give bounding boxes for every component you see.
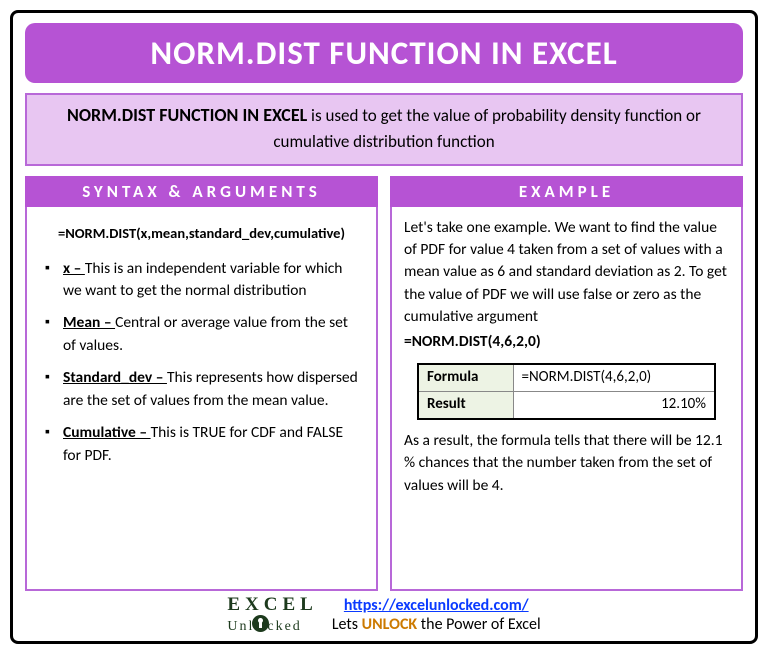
syntax-column: SYNTAX & ARGUMENTS =NORM.DIST(x,mean,sta… (25, 176, 378, 592)
arg-name: x – (63, 259, 85, 278)
example-formula: =NORM.DIST(4,6,2,0) (404, 331, 729, 353)
brand-logo: EXCEL Unlcked (227, 595, 317, 635)
cell-formula-label: Formula (418, 364, 513, 391)
footer: EXCEL Unlcked https://excelunlocked.com/… (25, 591, 743, 635)
arg-name: Standard_dev – (63, 368, 167, 387)
example-result-text: As a result, the formula tells that ther… (404, 430, 729, 497)
intro-text: is used to get the value of probability … (273, 105, 701, 152)
footer-text: https://excelunlocked.com/ Lets UNLOCK t… (332, 596, 541, 634)
intro-box: NORM.DIST FUNCTION IN EXCEL is used to g… (25, 93, 743, 166)
list-item: x – This is an independent variable for … (45, 258, 364, 303)
tagline-pre: Lets (332, 615, 362, 634)
list-item: Cumulative – This is TRUE for CDF and FA… (45, 422, 364, 467)
example-header: EXAMPLE (390, 176, 743, 207)
arg-desc: This is an independent variable for whic… (63, 259, 342, 300)
table-row: Result 12.10% (418, 392, 715, 419)
table-row: Formula =NORM.DIST(4,6,2,0) (418, 364, 715, 391)
cell-formula-value: =NORM.DIST(4,6,2,0) (513, 364, 715, 391)
argument-list: x – This is an independent variable for … (39, 258, 364, 468)
syntax-body: =NORM.DIST(x,mean,standard_dev,cumulativ… (25, 207, 378, 592)
example-column: EXAMPLE Let's take one example. We want … (390, 176, 743, 592)
tagline-unlock: UNLOCK (362, 615, 418, 634)
intro-bold: NORM.DIST FUNCTION IN EXCEL (67, 104, 307, 126)
columns: SYNTAX & ARGUMENTS =NORM.DIST(x,mean,sta… (25, 176, 743, 592)
list-item: Mean – Central or average value from the… (45, 312, 364, 357)
syntax-formula: =NORM.DIST(x,mean,standard_dev,cumulativ… (39, 217, 364, 258)
keyhole-icon (252, 615, 269, 632)
syntax-header: SYNTAX & ARGUMENTS (25, 176, 378, 207)
example-table: Formula =NORM.DIST(4,6,2,0) Result 12.10… (417, 363, 716, 420)
cell-result-label: Result (418, 392, 513, 419)
page-title: NORM.DIST FUNCTION IN EXCEL (25, 23, 743, 83)
example-intro: Let's take one example. We want to find … (404, 217, 729, 329)
tagline-post: the Power of Excel (417, 615, 540, 634)
arg-name: Mean – (63, 313, 115, 332)
site-link[interactable]: https://excelunlocked.com/ (344, 596, 529, 615)
list-item: Standard_dev – This represents how dispe… (45, 367, 364, 412)
card-frame: NORM.DIST FUNCTION IN EXCEL NORM.DIST FU… (10, 10, 758, 644)
cell-result-value: 12.10% (513, 392, 715, 419)
example-body: Let's take one example. We want to find … (390, 207, 743, 592)
arg-name: Cumulative – (63, 423, 151, 442)
